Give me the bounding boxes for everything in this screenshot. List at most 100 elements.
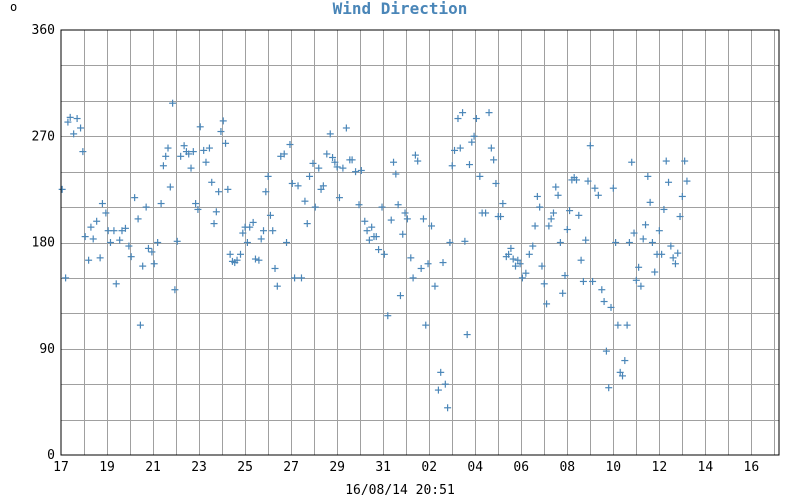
data-point — [681, 157, 689, 165]
data-point — [85, 256, 93, 264]
data-point — [674, 249, 682, 257]
x-tick-label: 08 — [559, 460, 575, 475]
x-tick-label: 12 — [652, 460, 668, 475]
data-point — [142, 203, 150, 211]
data-point — [127, 253, 135, 261]
data-point — [131, 194, 139, 202]
data-point — [394, 201, 402, 209]
data-point — [187, 164, 195, 172]
data-point — [249, 218, 257, 226]
data-point — [409, 274, 417, 282]
data-point — [536, 203, 544, 211]
data-point — [384, 312, 392, 320]
data-point — [642, 221, 650, 229]
data-point — [112, 280, 120, 288]
data-point — [525, 250, 533, 258]
data-point — [556, 239, 564, 246]
data-point — [301, 197, 309, 205]
data-point — [96, 254, 104, 262]
data-point — [326, 130, 334, 138]
data-point — [58, 185, 66, 193]
data-point — [662, 157, 670, 165]
data-point — [401, 209, 409, 217]
data-point — [465, 161, 473, 169]
data-point — [472, 115, 480, 123]
y-tick-label: 0 — [47, 448, 55, 463]
data-point — [538, 262, 546, 270]
data-point — [566, 207, 574, 215]
data-point — [586, 142, 594, 150]
data-point — [441, 380, 449, 388]
data-point — [545, 222, 553, 230]
data-point — [237, 250, 244, 258]
data-point — [180, 142, 188, 150]
data-point — [630, 229, 638, 237]
x-tick-label: 21 — [145, 460, 161, 475]
x-tick-label: 02 — [421, 460, 437, 475]
data-point — [64, 118, 72, 126]
data-point — [602, 347, 610, 355]
data-point — [683, 177, 691, 185]
data-point — [605, 384, 613, 392]
data-point — [177, 152, 185, 160]
data-point — [428, 222, 436, 230]
y-tick-label: 180 — [32, 236, 55, 251]
data-point — [487, 144, 495, 152]
data-point — [361, 217, 369, 225]
data-point — [169, 99, 177, 107]
data-point — [333, 163, 341, 171]
data-point — [380, 250, 388, 258]
data-point — [288, 179, 296, 187]
data-point — [635, 263, 643, 271]
data-point — [437, 368, 445, 376]
data-point — [121, 224, 129, 232]
data-point — [625, 239, 633, 246]
data-point — [164, 144, 172, 152]
data-point — [348, 156, 356, 164]
data-point — [612, 239, 620, 246]
data-point — [294, 182, 302, 190]
data-point — [623, 321, 631, 329]
data-point — [372, 233, 380, 241]
x-tick-label: 04 — [467, 460, 483, 475]
data-point — [166, 183, 174, 191]
data-point — [215, 188, 223, 196]
data-point — [575, 211, 583, 219]
y-tick-label: 90 — [39, 342, 55, 357]
data-point — [434, 386, 442, 394]
data-point — [444, 404, 452, 412]
data-point — [210, 220, 218, 228]
data-point — [66, 113, 74, 121]
data-point — [255, 256, 263, 264]
data-point — [552, 183, 560, 191]
data-point — [342, 124, 350, 132]
data-point — [598, 286, 606, 294]
data-point — [459, 109, 467, 117]
data-point — [243, 239, 251, 246]
data-point — [208, 178, 216, 186]
data-point — [497, 213, 505, 221]
chart-title: Wind Direction — [333, 0, 468, 18]
data-point — [280, 150, 288, 158]
data-point — [202, 158, 210, 166]
data-point — [651, 268, 659, 276]
data-point — [266, 211, 274, 219]
data-point — [196, 123, 204, 131]
data-point — [594, 191, 602, 199]
data-point — [616, 368, 624, 376]
data-point — [116, 236, 124, 244]
data-point — [239, 229, 247, 237]
data-point — [403, 215, 411, 223]
data-point — [200, 146, 208, 154]
data-point — [533, 192, 541, 200]
data-point — [217, 128, 225, 136]
data-point — [317, 185, 325, 193]
data-point — [246, 223, 254, 231]
data-point — [646, 198, 654, 206]
data-point — [417, 264, 425, 272]
data-point — [451, 146, 459, 154]
data-point — [482, 209, 490, 217]
data-point — [357, 166, 365, 174]
grid — [61, 30, 779, 455]
